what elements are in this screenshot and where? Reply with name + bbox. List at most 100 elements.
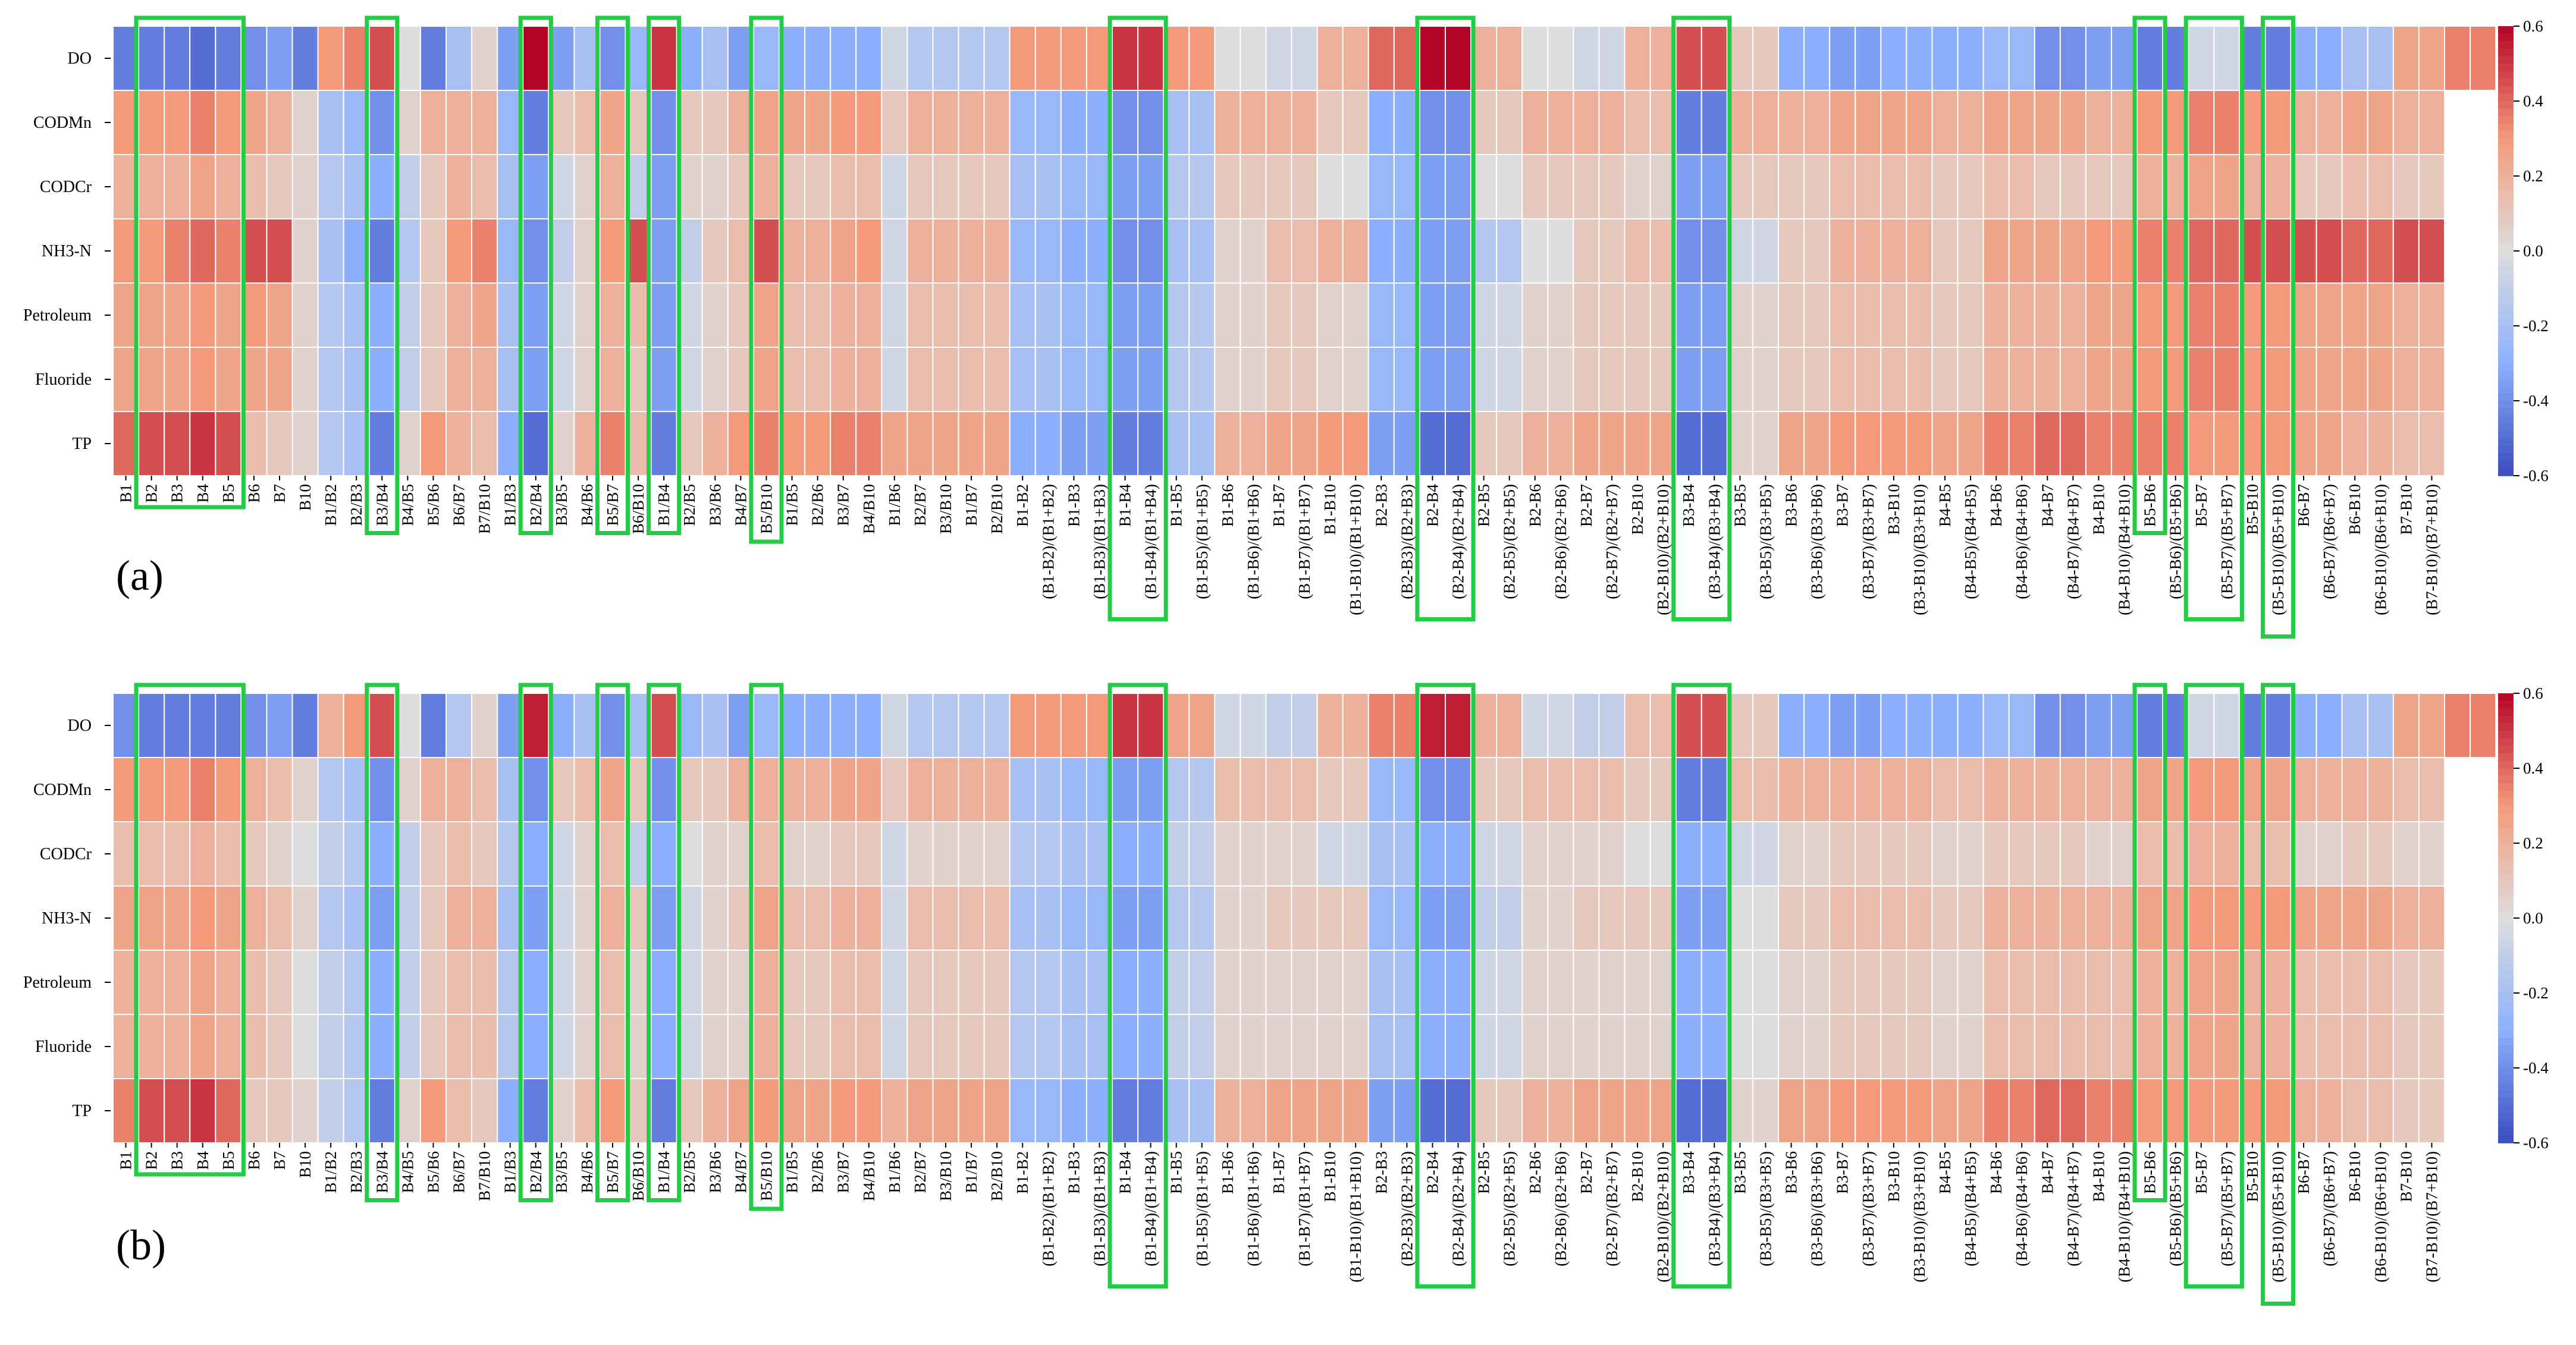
heatmap-cell bbox=[1214, 1014, 1241, 1079]
heatmap-cell bbox=[445, 885, 473, 951]
column-label: (B1-B7)/(B1+B7) bbox=[1295, 1151, 1313, 1267]
heatmap-cell bbox=[1496, 693, 1523, 758]
heatmap-cell bbox=[2341, 757, 2368, 822]
heatmap-cell bbox=[2418, 347, 2445, 412]
heatmap-cell bbox=[804, 90, 832, 155]
heatmap-cell bbox=[1291, 821, 1318, 887]
heatmap-cell bbox=[1675, 1014, 1702, 1079]
column-label: B4/B5 bbox=[399, 484, 416, 526]
heatmap-cell bbox=[2315, 347, 2343, 412]
heatmap-cell bbox=[2136, 90, 2164, 155]
heatmap-cell bbox=[855, 411, 883, 476]
heatmap-cell bbox=[2392, 218, 2420, 284]
heatmap-cell bbox=[983, 693, 1011, 758]
heatmap-cell bbox=[1547, 1014, 1574, 1079]
heatmap-cell bbox=[1573, 90, 1600, 155]
heatmap-cell bbox=[1137, 347, 1165, 412]
heatmap-cell bbox=[1624, 757, 1651, 822]
column-label: B3-B4 bbox=[1680, 484, 1698, 527]
colorbar-segment bbox=[2498, 790, 2514, 799]
heatmap-cell bbox=[1188, 1014, 1216, 1079]
heatmap-cell bbox=[2059, 282, 2086, 348]
heatmap-cell bbox=[2367, 282, 2394, 348]
heatmap-cell bbox=[804, 26, 832, 91]
heatmap-cell bbox=[1265, 347, 1292, 412]
heatmap-cell bbox=[2085, 1014, 2112, 1079]
heatmap-cell bbox=[522, 821, 550, 887]
heatmap-cell bbox=[1598, 154, 1626, 219]
heatmap-cell bbox=[1598, 757, 1626, 822]
heatmap-cell bbox=[1137, 90, 1165, 155]
heatmap-cell bbox=[368, 26, 396, 91]
heatmap-cell bbox=[2213, 885, 2241, 951]
heatmap-cell bbox=[1240, 282, 1267, 348]
heatmap-cell bbox=[1291, 154, 1318, 219]
heatmap-cell bbox=[2418, 282, 2445, 348]
heatmap-cell bbox=[1957, 154, 1984, 219]
heatmap-cell bbox=[317, 693, 344, 758]
heatmap-cell bbox=[1445, 347, 1472, 412]
colorbar-segment bbox=[2498, 1015, 2514, 1024]
heatmap-cell bbox=[445, 90, 473, 155]
heatmap-cell bbox=[1982, 282, 2010, 348]
heatmap-cell bbox=[599, 1014, 626, 1079]
heatmap-cell bbox=[906, 1078, 934, 1143]
heatmap-cell bbox=[2418, 885, 2445, 951]
heatmap-cell bbox=[855, 347, 883, 412]
heatmap-cell bbox=[2341, 347, 2368, 412]
column-label: (B1-B2)/(B1+B2) bbox=[1039, 484, 1057, 599]
heatmap-cell bbox=[419, 154, 447, 219]
column-label: (B2-B10)/(B2+B10) bbox=[1654, 1151, 1672, 1283]
heatmap-cell bbox=[2315, 26, 2343, 91]
heatmap-cell bbox=[2392, 821, 2420, 887]
heatmap-cell bbox=[1214, 154, 1241, 219]
heatmap-cell bbox=[189, 757, 217, 822]
column-label: B4/B10 bbox=[860, 1151, 878, 1201]
column-label: B5-B7 bbox=[2192, 1151, 2210, 1194]
colorbar-segment bbox=[2498, 708, 2514, 717]
heatmap-cell bbox=[650, 821, 677, 887]
column-label: B4/B6 bbox=[578, 484, 596, 526]
heatmap-cell bbox=[1855, 821, 1882, 887]
colorbar-segment bbox=[2498, 221, 2514, 229]
heatmap-cell bbox=[419, 411, 447, 476]
heatmap-cell bbox=[830, 821, 857, 887]
heatmap-cell bbox=[1829, 693, 1856, 758]
column-label: B4-B7 bbox=[2038, 484, 2056, 527]
heatmap-cell bbox=[881, 347, 908, 412]
heatmap-cell bbox=[1496, 885, 1523, 951]
heatmap-cell bbox=[522, 1014, 550, 1079]
heatmap-cell bbox=[1752, 411, 1779, 476]
heatmap-cell bbox=[1906, 411, 1933, 476]
heatmap-cell bbox=[317, 218, 344, 284]
heatmap-cell bbox=[1957, 347, 1984, 412]
heatmap-cell bbox=[650, 411, 677, 476]
heatmap-cell bbox=[1624, 218, 1651, 284]
column-label: B2-B6 bbox=[1526, 1151, 1544, 1194]
heatmap-cell bbox=[1778, 282, 1805, 348]
heatmap-cell bbox=[650, 347, 677, 412]
heatmap-cell bbox=[650, 26, 677, 91]
heatmap-cell bbox=[804, 1078, 832, 1143]
heatmap-cell bbox=[317, 950, 344, 1015]
heatmap-cell bbox=[1445, 885, 1472, 951]
heatmap-cell bbox=[1700, 885, 1728, 951]
colorbar-segment bbox=[2498, 731, 2514, 739]
heatmap-cell bbox=[1803, 757, 1831, 822]
heatmap-cell bbox=[1316, 90, 1344, 155]
heatmap-cell bbox=[189, 693, 217, 758]
heatmap-cell bbox=[368, 411, 396, 476]
column-label: B1-B7 bbox=[1270, 484, 1288, 527]
heatmap-cell bbox=[1034, 821, 1062, 887]
colorbar-segment bbox=[2498, 26, 2514, 34]
heatmap-cell bbox=[471, 347, 498, 412]
heatmap-cell bbox=[983, 347, 1011, 412]
heatmap-cell bbox=[1060, 821, 1087, 887]
heatmap-cell bbox=[1778, 1014, 1805, 1079]
heatmap-cell bbox=[1931, 218, 1959, 284]
highlight-box bbox=[1671, 683, 1732, 1289]
column-label: B4-B7 bbox=[2038, 1151, 2056, 1194]
column-label: (B2-B5)/(B2+B5) bbox=[1501, 484, 1518, 599]
heatmap-cell bbox=[1112, 757, 1139, 822]
colorbar-segment bbox=[2498, 243, 2514, 252]
